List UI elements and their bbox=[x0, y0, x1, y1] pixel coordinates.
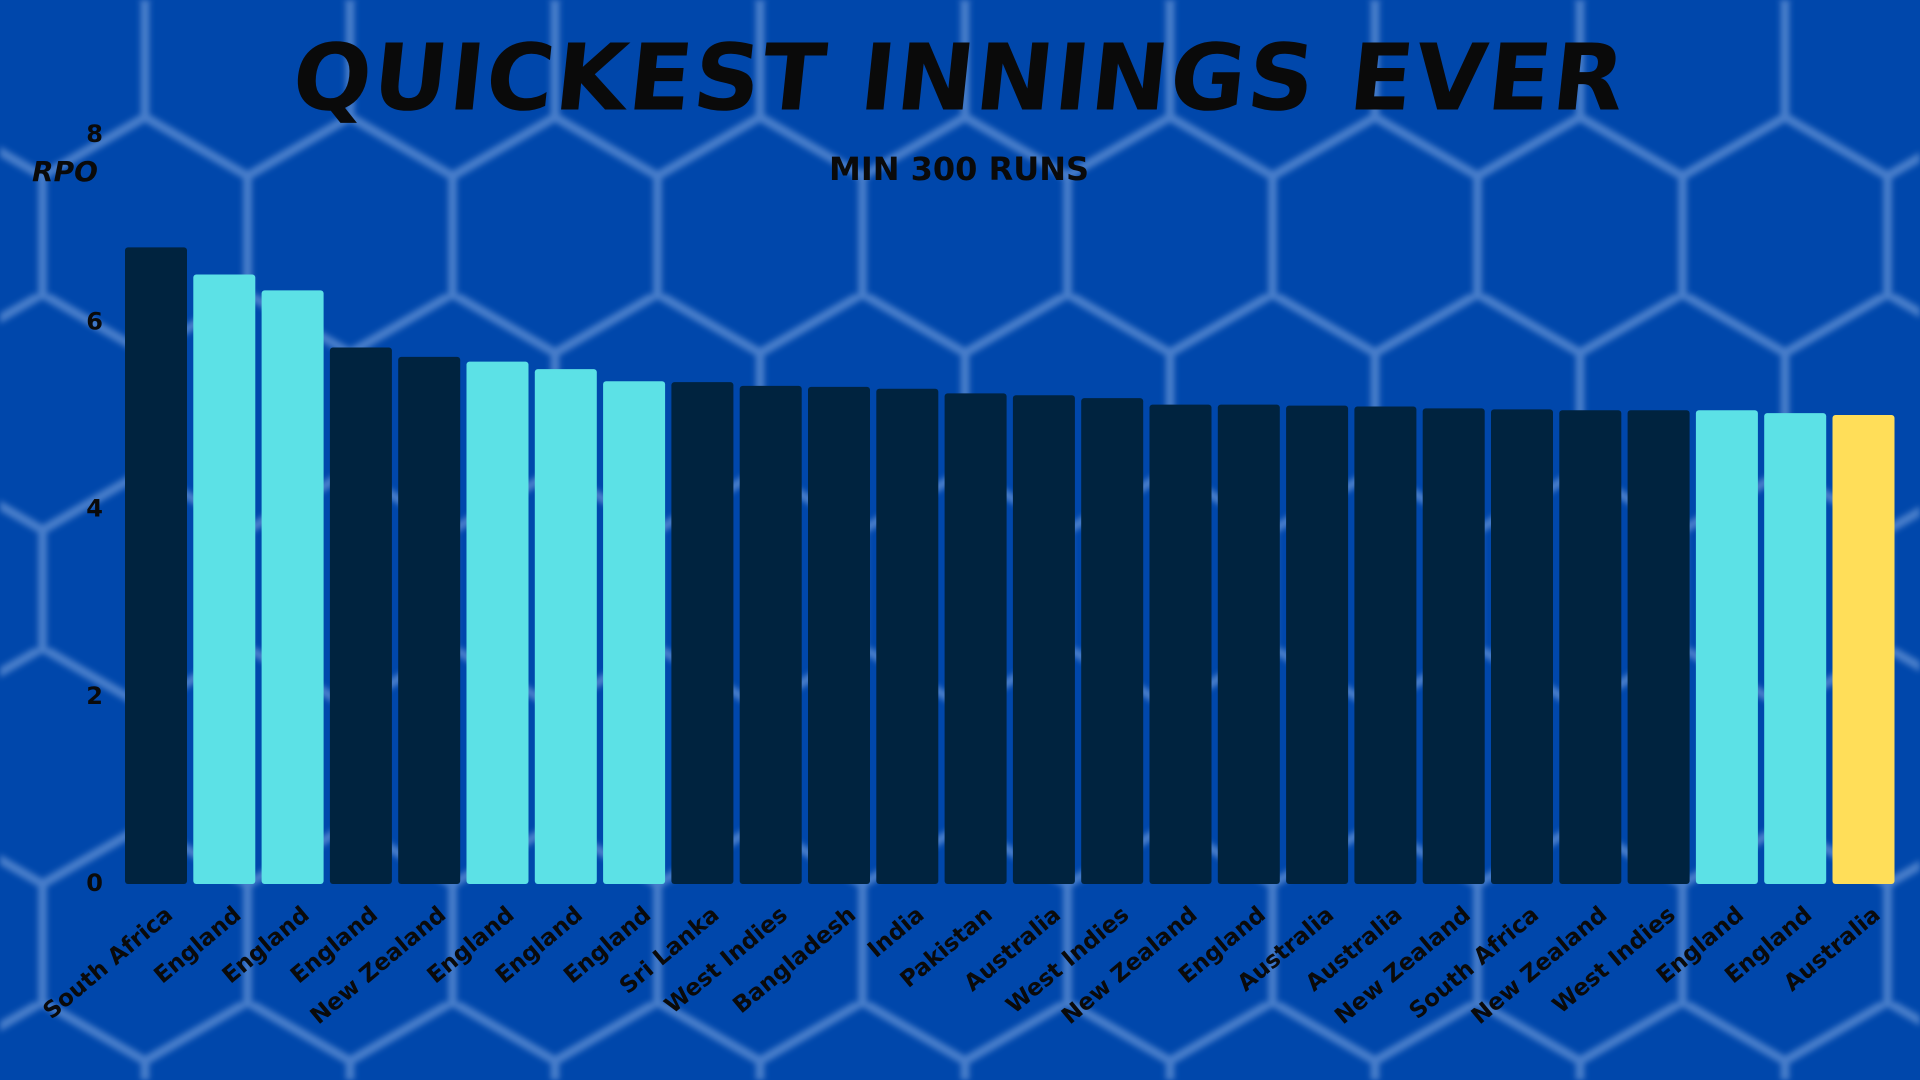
bar bbox=[1422, 408, 1485, 884]
chart-title: QUICKEST INNINGS EVER bbox=[288, 24, 1632, 132]
y-tick-label: 8 bbox=[86, 120, 103, 148]
bar bbox=[329, 347, 392, 884]
chart-subtitle: MIN 300 RUNS bbox=[829, 150, 1089, 188]
y-tick-label: 2 bbox=[86, 682, 103, 710]
bar bbox=[603, 381, 666, 884]
y-axis-label: RPO bbox=[32, 155, 98, 188]
bar bbox=[808, 386, 870, 884]
bar bbox=[193, 274, 256, 885]
bar bbox=[398, 356, 461, 884]
bar bbox=[1081, 398, 1144, 884]
bar bbox=[534, 369, 597, 884]
y-tick-label: 4 bbox=[86, 495, 103, 523]
bar bbox=[671, 382, 734, 884]
bar bbox=[1217, 404, 1280, 884]
bar bbox=[1559, 410, 1622, 884]
bar bbox=[1149, 404, 1212, 884]
bar bbox=[466, 361, 529, 884]
bar bbox=[876, 388, 939, 884]
bar bbox=[1764, 413, 1827, 884]
y-tick-label: 6 bbox=[86, 307, 103, 335]
bar bbox=[261, 290, 324, 885]
bar bbox=[1491, 409, 1553, 884]
bar bbox=[1354, 406, 1417, 884]
bar bbox=[1012, 395, 1075, 884]
bar bbox=[125, 247, 187, 885]
bar bbox=[944, 393, 1007, 884]
bar bbox=[1695, 410, 1758, 884]
bar bbox=[1286, 405, 1349, 884]
bar bbox=[739, 385, 802, 884]
bar bbox=[1832, 414, 1895, 884]
y-tick-label: 0 bbox=[86, 869, 103, 897]
bar bbox=[1627, 410, 1690, 884]
